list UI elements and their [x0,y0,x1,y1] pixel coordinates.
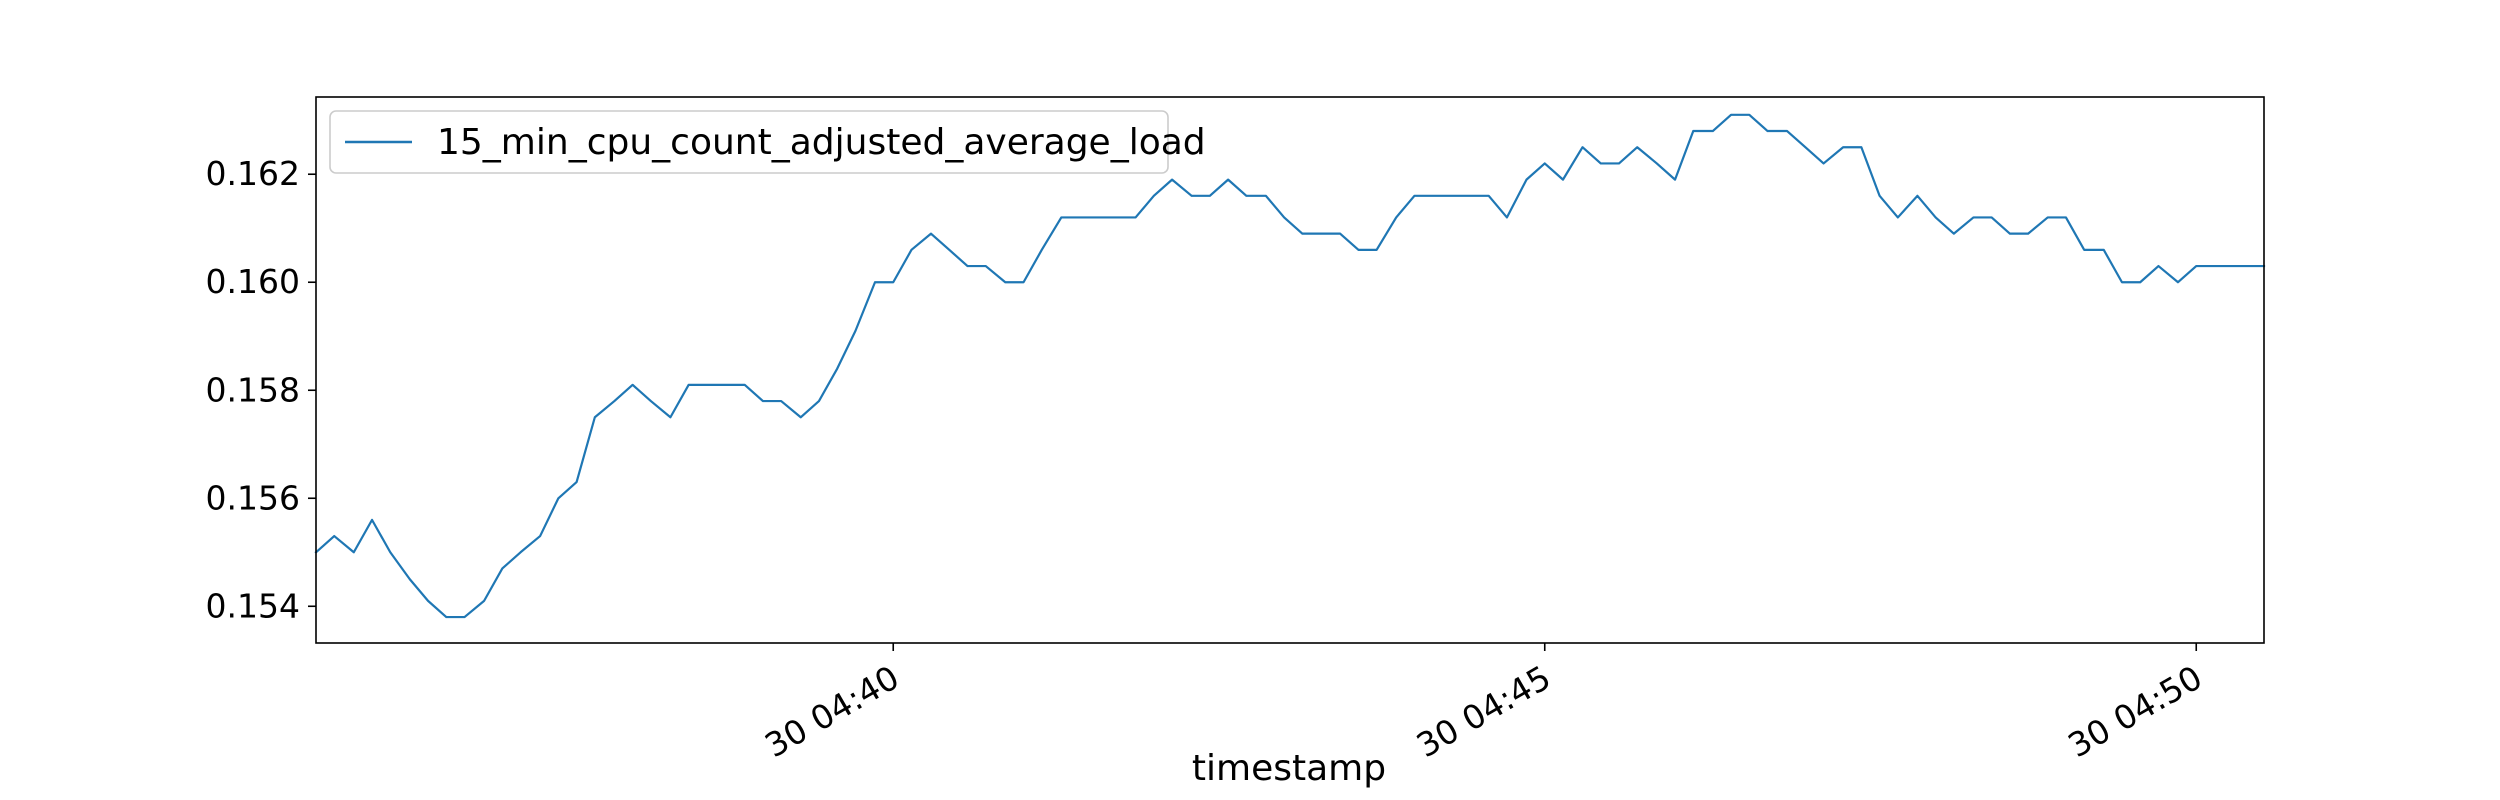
legend-entry-label: 15_min_cpu_count_adjusted_average_load [437,122,1206,163]
plot-frame [315,96,2265,644]
x-tick-label: 30 04:40 [758,658,905,766]
y-tick-label: 0.160 [206,262,300,301]
legend: 15_min_cpu_count_adjusted_average_load [329,110,1206,174]
x-axis-label: timestamp [1192,748,1386,789]
legend-box [329,110,1169,174]
series-line-0 [314,113,2266,619]
y-tick-label: 0.158 [206,370,300,409]
y-tick-label: 0.154 [206,586,300,625]
x-tick-label: 30 04:50 [2061,658,2208,766]
x-axis: 30 04:40 30 04:45 30 04:50 [758,643,2209,766]
y-axis: 0.154 0.156 0.158 0.160 0.162 [206,154,316,625]
series-layer [314,113,2266,619]
y-tick-label: 0.156 [206,478,300,517]
y-tick-label: 0.162 [206,154,300,193]
x-tick-label: 30 04:45 [1410,658,1557,766]
plot-area [316,97,2264,643]
